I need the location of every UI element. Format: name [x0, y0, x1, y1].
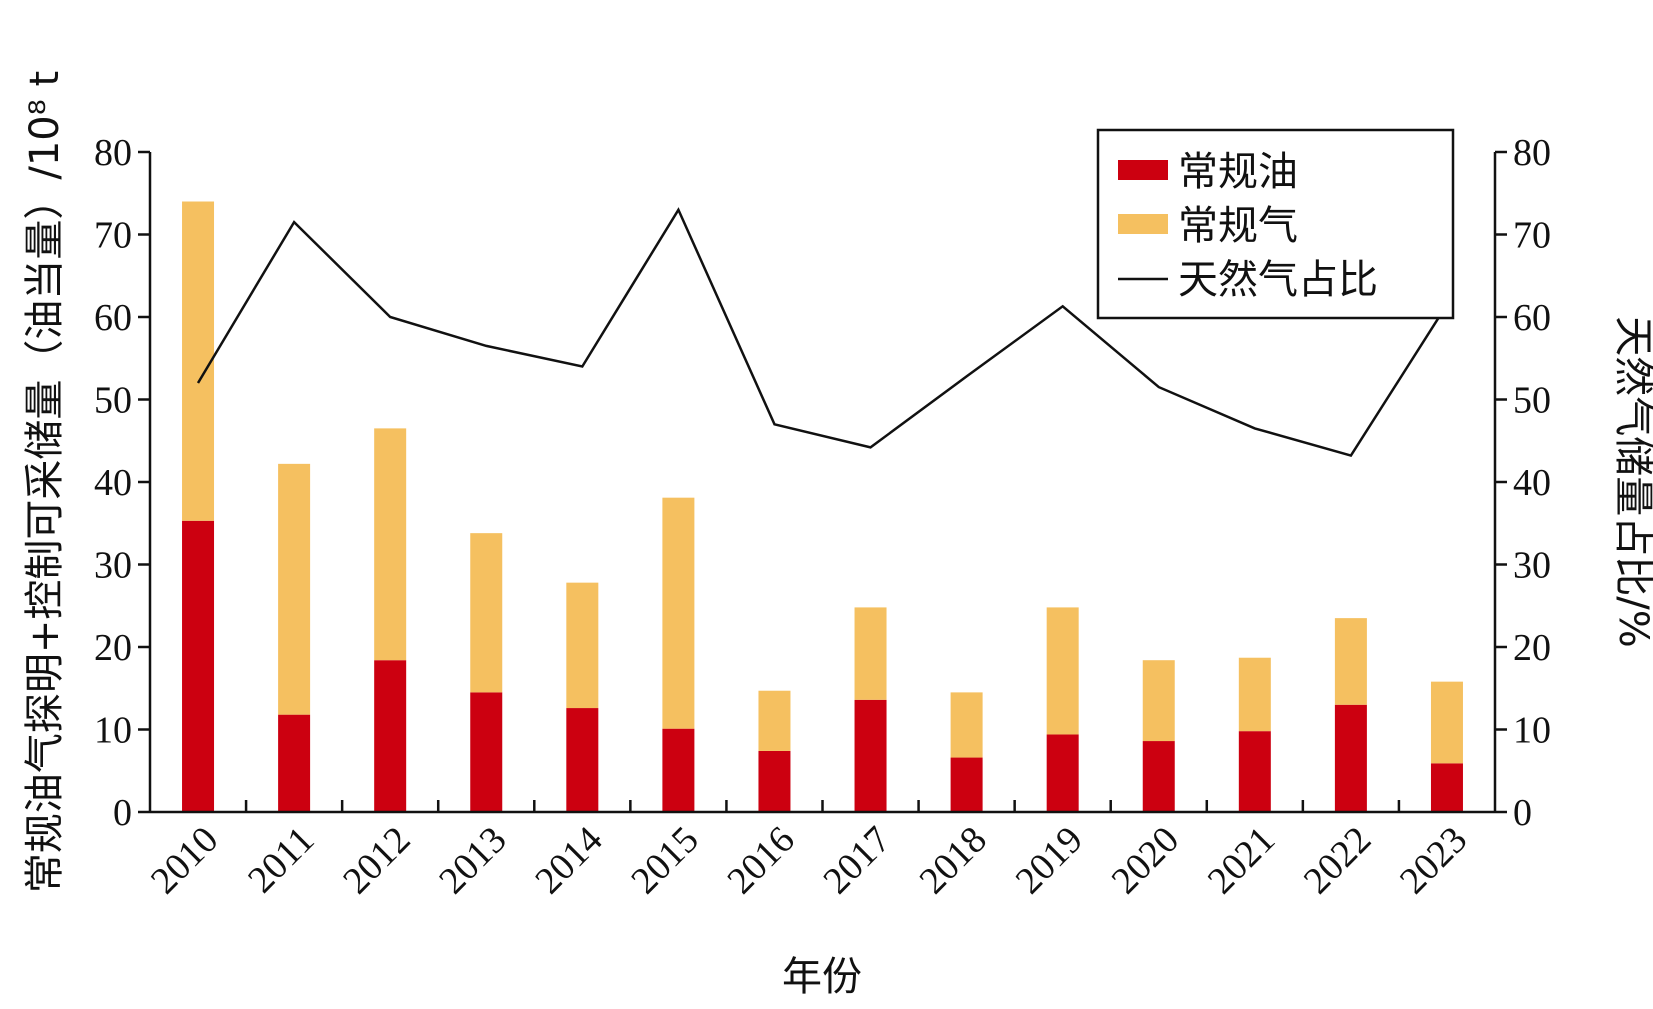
- bar-oil-2016: [758, 750, 791, 812]
- right-tick-label: 50: [1513, 380, 1551, 422]
- series-line-ratio: [196, 207, 1449, 458]
- bar-oil-2019: [1046, 734, 1079, 812]
- bar-oil-2017: [854, 699, 887, 812]
- x-tick-label-2017: 2017: [815, 819, 898, 902]
- right-tick-label: 80: [1513, 132, 1551, 174]
- bar-gas-2010: [182, 201, 215, 521]
- left-tick-label: 20: [94, 627, 132, 669]
- left-tick-label: 70: [94, 215, 132, 257]
- left-axis-title: 常规油气探明+控制可采储量（油当量）/10⁸ t: [22, 71, 68, 893]
- legend-swatch-gas: [1118, 214, 1168, 234]
- x-tick-label-2013: 2013: [431, 819, 514, 902]
- bar-oil-2023: [1430, 763, 1463, 812]
- bar-gas-2023: [1430, 681, 1463, 764]
- x-tick-label-2010: 2010: [143, 819, 226, 902]
- right-tick-label: 30: [1513, 545, 1551, 587]
- x-tick-label-2022: 2022: [1296, 819, 1379, 902]
- bar-gas-2021: [1238, 657, 1271, 732]
- bar-oil-2022: [1334, 704, 1367, 812]
- bar-oil-2021: [1238, 731, 1271, 812]
- left-tick-label: 50: [94, 380, 132, 422]
- x-tick-label-2016: 2016: [719, 819, 802, 902]
- bar-oil-2013: [470, 692, 503, 812]
- bar-gas-2013: [470, 533, 503, 693]
- x-tick-label-2019: 2019: [1008, 819, 1091, 902]
- bar-oil-2015: [662, 728, 695, 812]
- left-tick-label: 10: [94, 710, 132, 752]
- bar-oil-2020: [1142, 741, 1175, 812]
- right-tick-label: 10: [1513, 710, 1551, 752]
- bar-oil-2018: [950, 757, 983, 812]
- right-tick-label: 70: [1513, 215, 1551, 257]
- x-tick-label-2012: 2012: [335, 819, 418, 902]
- x-tick-label-2014: 2014: [527, 819, 610, 902]
- bar-gas-2017: [854, 607, 887, 700]
- bar-oil-2012: [374, 660, 407, 812]
- bars-group: [182, 201, 1463, 812]
- x-axis-title: 年份: [782, 954, 862, 1000]
- bar-gas-2015: [662, 497, 695, 729]
- left-tick-label: 30: [94, 545, 132, 587]
- right-tick-label: 60: [1513, 297, 1551, 339]
- bar-oil-2014: [566, 708, 599, 812]
- left-tick-label: 0: [113, 792, 132, 834]
- bar-gas-2011: [278, 463, 311, 715]
- x-axis-ticks: 2010 2011 2012 2013 2014 2015 2016 2017 2018 2019…: [143, 800, 1475, 902]
- bar-gas-2022: [1334, 618, 1367, 705]
- right-axis-ticks: 0 10 20 30 40 50 60 70 80: [1495, 132, 1551, 834]
- bar-gas-2012: [374, 428, 407, 661]
- x-tick-label-2023: 2023: [1392, 819, 1475, 902]
- ratio-line-group: [196, 207, 1449, 458]
- bar-gas-2020: [1142, 660, 1175, 742]
- legend-swatch-oil: [1118, 160, 1168, 180]
- right-tick-label: 0: [1513, 792, 1532, 834]
- x-tick-label-2011: 2011: [240, 819, 322, 901]
- left-tick-label: 40: [94, 462, 132, 504]
- legend-label-ratio: 天然气占比: [1178, 257, 1378, 303]
- x-tick-label-2020: 2020: [1104, 819, 1187, 902]
- left-axis-ticks: 0 10 20 30 40 50 60 70 80: [94, 132, 150, 834]
- left-tick-label: 80: [94, 132, 132, 174]
- bar-oil-2010: [182, 520, 215, 812]
- x-tick-label-2015: 2015: [623, 819, 706, 902]
- right-axis-title: 天然气储量占比/%: [1610, 316, 1653, 647]
- left-tick-label: 60: [94, 297, 132, 339]
- bar-gas-2014: [566, 582, 599, 709]
- legend: 常规油 常规气 天然气占比: [1096, 128, 1455, 320]
- legend-label-gas: 常规气: [1178, 203, 1298, 249]
- right-tick-label: 20: [1513, 627, 1551, 669]
- bar-gas-2018: [950, 692, 983, 758]
- right-tick-label: 40: [1513, 462, 1551, 504]
- bar-gas-2016: [758, 690, 791, 751]
- x-tick-label-2021: 2021: [1200, 819, 1283, 902]
- legend-label-oil: 常规油: [1178, 149, 1298, 195]
- bar-gas-2019: [1046, 607, 1079, 735]
- bar-oil-2011: [278, 714, 311, 812]
- x-tick-label-2018: 2018: [912, 819, 995, 902]
